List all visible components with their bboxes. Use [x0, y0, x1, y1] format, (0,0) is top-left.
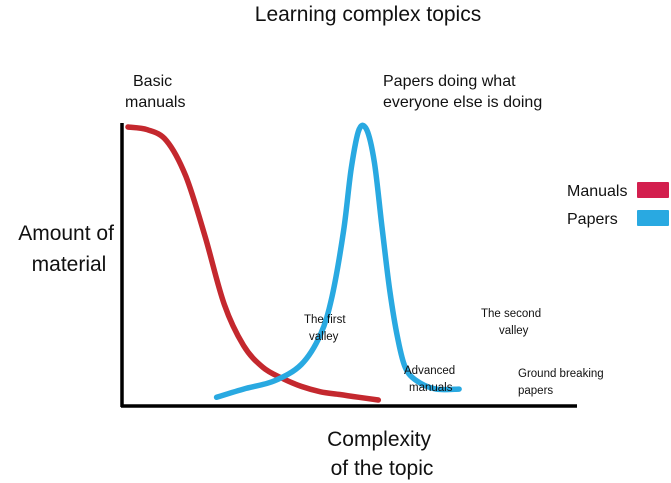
annotation-line: Basic — [133, 73, 172, 90]
series-line-papers — [213, 122, 462, 401]
annotation-line: manuals — [125, 94, 185, 111]
y-axis-label: Amount of material — [18, 222, 120, 276]
y-axis-label-line-2: material — [32, 253, 107, 276]
legend-label-papers: Papers — [567, 211, 618, 228]
annotation-line: The second — [481, 308, 541, 320]
annotation-line: everyone else is doing — [383, 94, 542, 111]
legend-swatch-manuals — [637, 182, 669, 198]
y-axis-label-line-1: Amount of — [18, 222, 114, 245]
annotation-ground-breaking: Ground breaking papers — [518, 368, 607, 397]
annotation-line: valley — [309, 331, 339, 343]
annotation-line: The first — [304, 314, 346, 326]
x-axis-label-line-1: Complexity — [327, 428, 431, 451]
legend-label-manuals: Manuals — [567, 183, 627, 200]
legend: Manuals Papers — [567, 182, 669, 228]
x-axis-label-line-2: of the topic — [331, 457, 434, 480]
annotation-basic-manuals: Basic manuals — [125, 73, 185, 111]
annotation-line: Advanced — [404, 365, 455, 377]
annotation-line: valley — [499, 325, 529, 337]
chart-title: Learning complex topics — [255, 3, 481, 26]
annotation-first-valley: The first valley — [304, 314, 349, 343]
series-layer — [125, 122, 462, 403]
annotation-second-valley: The second valley — [481, 308, 544, 337]
annotation-line: papers — [518, 385, 553, 397]
annotation-line: Papers doing what — [383, 73, 516, 90]
annotation-papers-peak: Papers doing what everyone else is doing — [383, 73, 542, 111]
annotation-line: Ground breaking — [518, 368, 604, 380]
annotation-advanced-manuals: Advanced manuals — [404, 365, 458, 394]
x-axis-label: Complexity of the topic — [327, 428, 437, 480]
series-line-manuals — [125, 124, 382, 403]
legend-swatch-papers — [637, 210, 669, 226]
axes — [120, 123, 577, 408]
annotation-line: manuals — [409, 382, 453, 394]
